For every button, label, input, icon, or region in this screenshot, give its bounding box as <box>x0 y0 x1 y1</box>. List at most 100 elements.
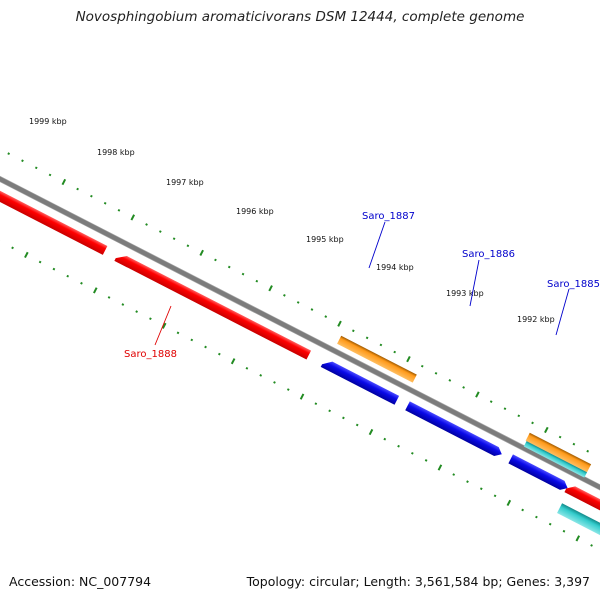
inner-tick-mark <box>121 303 125 306</box>
outer-tick-mark <box>117 208 121 212</box>
inner-tick-mark <box>493 494 497 498</box>
inner-tick-mark <box>204 345 207 349</box>
inner-tick-mark <box>299 393 305 400</box>
outer-tick-mark <box>503 407 507 411</box>
gene-feature-saro-1887[interactable] <box>337 335 417 383</box>
outer-tick-mark <box>448 379 452 382</box>
inner-tick-mark <box>24 251 29 259</box>
gene-feature-saro-1888[interactable] <box>114 252 312 360</box>
outer-tick-mark <box>21 159 24 163</box>
outer-tick-mark <box>90 194 93 198</box>
inner-tick-mark <box>286 388 290 391</box>
genome-summary: Topology: circular; Length: 3,561,584 bp… <box>246 574 590 589</box>
gene-label-saro-1887[interactable]: Saro_1887 <box>362 211 415 222</box>
outer-tick-mark <box>255 279 259 283</box>
outer-tick-mark <box>310 308 314 311</box>
inner-tick-mark <box>368 428 374 436</box>
inner-tick-mark <box>397 444 400 448</box>
outer-tick-mark <box>214 258 217 262</box>
outer-tick-mark <box>158 230 162 233</box>
outer-tick-mark <box>434 371 438 375</box>
outer-tick-mark <box>531 421 534 425</box>
accession-label: Accession: NC_007794 <box>9 574 152 589</box>
gene-feature-saro-1885-orange[interactable] <box>525 432 592 473</box>
outer-tick-mark <box>145 223 148 226</box>
inner-tick-mark <box>273 381 276 384</box>
inner-tick-mark <box>52 267 56 271</box>
gene-label-saro-1888[interactable]: Saro_1888 <box>124 349 177 360</box>
outer-tick-mark <box>296 301 300 304</box>
outer-tick-mark <box>283 294 286 297</box>
inner-tick-mark <box>38 260 42 264</box>
inner-tick-mark <box>328 409 331 413</box>
inner-tick-mark <box>190 338 194 342</box>
inner-tick-mark <box>217 352 221 356</box>
outer-tick-mark <box>76 187 79 191</box>
kbp-label-1993: 1993 kbp <box>446 289 484 298</box>
kbp-label-1999: 1999 kbp <box>29 117 67 126</box>
leader-saro-1885 <box>555 288 570 336</box>
inner-tick-mark <box>424 459 428 462</box>
outer-tick-mark <box>586 449 590 453</box>
outer-tick-mark <box>199 249 204 256</box>
kbp-label-1994: 1994 kbp <box>376 263 414 272</box>
gene-feature-right-cyan[interactable] <box>557 503 600 547</box>
map-title: Novosphingobium aromaticivorans DSM 1244… <box>75 9 525 25</box>
inner-tick-mark <box>314 402 318 406</box>
outer-tick-mark <box>517 414 521 418</box>
inner-tick-mark <box>245 366 249 370</box>
outer-tick-mark <box>61 178 67 186</box>
outer-tick-mark <box>420 364 424 368</box>
outer-tick-mark <box>393 350 397 354</box>
outer-tick-mark <box>489 400 493 403</box>
gene-feature-saro-1886[interactable] <box>405 401 504 458</box>
kbp-label-1998: 1998 kbp <box>97 148 135 157</box>
gene-feature-blue-a[interactable] <box>320 358 400 405</box>
leader-saro-1886 <box>469 259 480 307</box>
outer-tick-mark <box>227 265 231 269</box>
outer-tick-mark <box>7 152 11 156</box>
gene-feature-right-red[interactable] <box>564 483 600 528</box>
outer-tick-mark <box>475 391 480 398</box>
inner-tick-mark <box>548 522 552 526</box>
inner-tick-mark <box>562 529 566 533</box>
outer-tick-mark <box>130 214 136 221</box>
outer-tick-mark <box>351 329 355 333</box>
inner-tick-mark <box>80 281 83 285</box>
outer-tick-mark <box>379 343 383 347</box>
inner-tick-mark <box>355 423 359 427</box>
inner-tick-mark <box>479 487 483 491</box>
inner-tick-mark <box>107 296 111 299</box>
gene-label-saro-1886[interactable]: Saro_1886 <box>462 249 515 260</box>
outer-tick-mark <box>572 442 576 446</box>
gene-feature-saro-1885-cyan[interactable] <box>523 441 588 478</box>
inner-tick-mark <box>342 416 345 420</box>
outer-tick-mark <box>544 426 549 434</box>
outer-tick-ring <box>7 152 590 453</box>
gene-feature-left-red[interactable] <box>0 161 108 255</box>
outer-tick-mark <box>186 244 190 248</box>
inner-tick-mark <box>161 322 167 329</box>
outer-tick-mark <box>268 285 273 292</box>
inner-tick-mark <box>230 358 236 365</box>
inner-tick-mark <box>575 535 581 542</box>
inner-tick-mark <box>590 544 593 547</box>
genome-backbone <box>0 140 600 512</box>
outer-tick-mark <box>406 355 411 363</box>
inner-tick-mark <box>66 274 70 278</box>
kbp-label-1996: 1996 kbp <box>236 207 274 216</box>
inner-tick-mark <box>506 499 512 507</box>
kbp-label-1997: 1997 kbp <box>166 178 204 187</box>
kbp-label-1995: 1995 kbp <box>306 235 344 244</box>
inner-tick-mark <box>535 515 538 519</box>
inner-tick-mark <box>383 437 387 441</box>
inner-tick-mark <box>437 464 443 471</box>
gene-feature-saro-1885-blue[interactable] <box>508 454 569 492</box>
inner-tick-mark <box>176 331 180 335</box>
gene-label-saro-1885[interactable]: Saro_1885 <box>547 279 600 290</box>
inner-tick-mark <box>466 480 469 483</box>
outer-tick-mark <box>337 320 342 327</box>
outer-tick-mark <box>365 336 369 340</box>
leader-saro-1887 <box>368 221 386 269</box>
